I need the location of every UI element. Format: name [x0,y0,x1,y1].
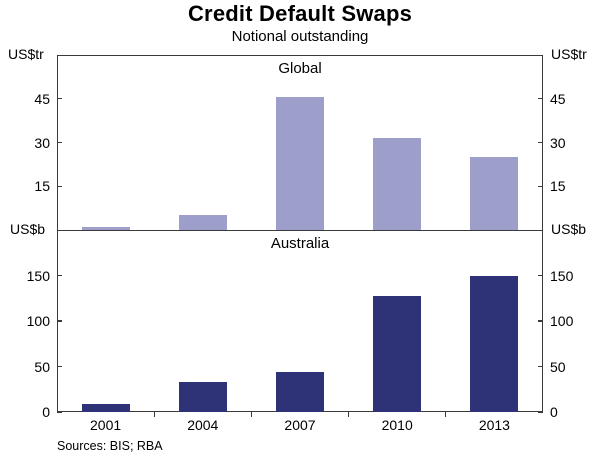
x-tick-mark [153,412,155,417]
y-tick-mark-left [57,185,62,187]
unit-label-bottom-left: US$b [10,221,46,237]
x-axis-label-2001: 2001 [90,417,122,433]
bar-global-2004 [178,215,227,230]
x-tick-mark [250,412,253,417]
y-tick-mark-right [538,320,543,322]
y-tick-label-left: 30 [34,134,50,151]
y-tick-mark-left [57,274,62,277]
y-tick-label-left: 0 [42,404,50,420]
y-tick-mark-right [538,98,543,100]
bar-global-2013 [470,157,519,230]
panel-label-australia: Australia [270,235,330,252]
bar-australia-2001 [81,403,130,412]
y-tick-label-left: 100 [26,313,50,329]
bar-global-2007 [276,97,324,230]
panel-label-global: Global [278,60,322,77]
y-tick-label-left: 150 [26,267,50,284]
unit-label-top-right: US$tr [551,46,587,62]
y-tick-mark-left [57,98,62,100]
x-axis-label-2004: 2004 [187,417,219,433]
unit-label-bottom-right: US$b [551,221,587,237]
unit-label-top-left: US$tr [8,46,44,62]
chart-subtitle: Notional outstanding [231,28,369,45]
y-tick-mark-right [538,185,543,187]
y-tick-label-right: 45 [550,90,566,107]
y-tick-mark-right [538,274,543,277]
y-tick-label-right: 0 [550,404,558,420]
bar-australia-2013 [470,275,519,412]
bar-global-2010 [373,138,422,230]
x-axis-label-2007: 2007 [284,417,316,433]
x-axis-label-2010: 2010 [381,417,413,433]
y-tick-mark-right [538,141,543,144]
y-tick-label-right: 15 [550,178,566,195]
x-tick-mark [445,412,447,417]
x-tick-mark [347,412,350,417]
y-tick-label-right: 30 [550,134,566,151]
y-tick-label-left: 45 [34,90,50,107]
bar-australia-2007 [276,371,324,412]
y-tick-mark-right [538,411,543,413]
y-tick-mark-left [57,320,62,322]
bar-australia-2004 [178,381,227,412]
y-tick-mark-left [57,141,62,144]
y-tick-label-right: 150 [550,267,574,284]
y-tick-mark-right [538,365,543,368]
x-axis-label-2013: 2013 [478,417,510,433]
panel-divider-axis [57,230,543,231]
y-tick-mark-left [57,411,62,413]
source-note: Sources: BIS; RBA [57,439,163,453]
y-tick-mark-left [57,365,62,368]
bar-australia-2010 [373,296,422,412]
chart-title: Credit Default Swaps [187,1,413,26]
y-tick-label-right: 50 [550,358,566,375]
bar-global-2001 [81,227,130,230]
y-tick-label-left: 50 [34,358,50,375]
y-tick-label-right: 100 [550,313,574,329]
y-tick-label-left: 15 [34,178,50,195]
